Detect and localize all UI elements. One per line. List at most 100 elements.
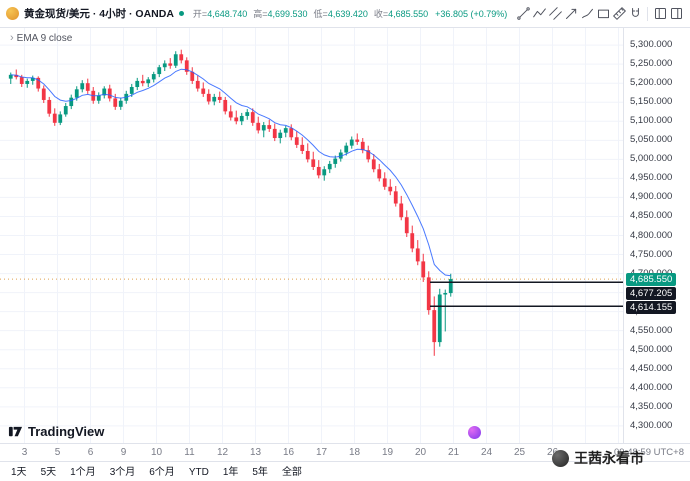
candle-body xyxy=(404,217,409,234)
parallel-channel-icon[interactable] xyxy=(547,5,563,22)
low-label: 低= xyxy=(313,9,328,19)
price-tick-label: 5,250.000 xyxy=(630,58,673,70)
time-tick-label: 3 xyxy=(21,447,28,458)
candle-body xyxy=(355,139,360,142)
time-axis[interactable]: 3 5 6 9 10 11 12 13 16 17 18 19 20 21 24 25 26 09:48:59 … xyxy=(0,443,690,461)
time-tick-label: 17 xyxy=(315,447,328,458)
ruler-icon[interactable] xyxy=(611,5,627,22)
candle-body xyxy=(261,125,266,131)
candle-body xyxy=(30,77,35,81)
candle-body xyxy=(96,95,101,101)
candle-body xyxy=(228,111,233,118)
candle-body xyxy=(338,152,343,159)
last-price-label: 4,685.550 xyxy=(626,272,677,286)
candle-body xyxy=(36,77,41,89)
tradingview-logo[interactable]: TradingView xyxy=(8,424,104,439)
indicator-legend-label[interactable]: EMA 9 close xyxy=(16,32,73,44)
candle-body xyxy=(289,128,294,138)
clock-time[interactable]: 09:48:59 xyxy=(614,447,651,458)
range-button-全部[interactable]: 全部 xyxy=(275,462,309,480)
candle-body xyxy=(294,137,299,145)
event-marker-icon[interactable] xyxy=(468,426,481,439)
candle-body xyxy=(267,125,272,129)
candle-body xyxy=(344,145,349,153)
market-status-icon xyxy=(178,11,184,16)
candle-body xyxy=(168,63,173,66)
range-button-1年[interactable]: 1年 xyxy=(216,462,246,480)
trend-line-icon[interactable] xyxy=(515,5,531,22)
rectangle-icon[interactable] xyxy=(595,5,611,22)
candle-body xyxy=(135,80,140,88)
price-tick-label: 5,300.000 xyxy=(630,39,673,51)
range-button-1个月[interactable]: 1个月 xyxy=(63,462,103,480)
candle-body xyxy=(107,88,112,99)
price-axis[interactable]: 5,300.000 5,250.000 5,200.000 5,150.000 5,10… xyxy=(623,28,690,443)
candle-body xyxy=(19,77,24,84)
candle-body xyxy=(437,294,442,343)
candle-body xyxy=(206,93,211,102)
tradingview-mark-icon xyxy=(8,426,23,437)
range-button-3个月[interactable]: 3个月 xyxy=(103,462,143,480)
range-button-6个月[interactable]: 6个月 xyxy=(142,462,182,480)
candle-body xyxy=(74,89,79,98)
candle-body xyxy=(245,112,250,116)
symbol-title[interactable]: 黄金现货/美元 · 4小时 · OANDA xyxy=(24,8,174,20)
candle-body xyxy=(239,115,244,122)
price-tick-label: 4,450.000 xyxy=(630,362,673,374)
time-tick-label: 19 xyxy=(381,447,394,458)
timezone-label[interactable]: UTC+8 xyxy=(653,447,684,458)
arrow-marker-icon[interactable] xyxy=(563,5,579,22)
zigzag-icon[interactable] xyxy=(531,5,547,22)
range-button-5天[interactable]: 5天 xyxy=(34,462,64,480)
candle-body xyxy=(102,88,107,96)
open-label: 开= xyxy=(192,9,208,19)
candle-body xyxy=(377,169,382,179)
candle-body xyxy=(52,113,57,123)
candlestick-chart[interactable] xyxy=(0,28,623,443)
candle-body xyxy=(415,248,420,262)
candle-body xyxy=(113,98,118,107)
bottom-toolbar: 1天 5天 1个月 3个月 6个月 YTD 1年 5年 全部 xyxy=(0,461,690,481)
range-button-5年[interactable]: 5年 xyxy=(245,462,275,480)
price-tick-label: 5,050.000 xyxy=(630,134,673,146)
high-value: 4,699.530 xyxy=(267,9,308,19)
time-tick-label: 6 xyxy=(87,447,94,458)
candle-body xyxy=(305,150,310,160)
watermark-logo-icon xyxy=(552,449,569,467)
range-button-1天[interactable]: 1天 xyxy=(4,462,34,480)
time-tick-label: 26 xyxy=(546,447,559,458)
time-tick-label: 21 xyxy=(447,447,460,458)
ohlc-readout: 开=4,648.740 高=4,699.530 低=4,639.420 收=4,… xyxy=(193,7,428,20)
range-buttons: 1天 5天 1个月 3个月 6个月 YTD 1年 5年 全部 xyxy=(4,462,309,481)
price-tick-label: 4,750.000 xyxy=(630,248,673,260)
price-tick-label: 4,900.000 xyxy=(630,191,673,203)
price-tick-label: 4,500.000 xyxy=(630,343,673,355)
candle-body xyxy=(140,80,145,84)
panel-collapse-icon[interactable] xyxy=(668,5,684,22)
time-tick-label: 25 xyxy=(513,447,526,458)
ema-line[interactable] xyxy=(10,68,451,277)
indicator-legend[interactable]: › EMA 9 close xyxy=(10,32,72,44)
object-tree-icon[interactable] xyxy=(652,5,668,22)
price-tick-label: 5,150.000 xyxy=(630,96,673,108)
brush-icon[interactable] xyxy=(579,5,595,22)
candle-body xyxy=(234,117,239,122)
magnet-icon[interactable] xyxy=(627,5,643,22)
clock[interactable]: 09:48:59 UTC+8 xyxy=(614,447,684,458)
candle-body xyxy=(223,99,228,112)
chart-plot-area[interactable]: › EMA 9 close TradingView xyxy=(0,28,623,443)
candle-body xyxy=(388,186,393,192)
candle-body xyxy=(278,132,283,139)
range-button-YTD[interactable]: YTD xyxy=(182,464,216,481)
tradingview-logo-text: TradingView xyxy=(28,424,105,439)
candle-body xyxy=(146,79,151,84)
time-tick-label: 24 xyxy=(480,447,493,458)
chevron-right-icon[interactable]: › xyxy=(10,32,14,44)
time-tick-label: 5 xyxy=(54,447,61,458)
low-value: 4,639.420 xyxy=(327,9,368,19)
candle-body xyxy=(173,54,178,66)
time-tick-label: 16 xyxy=(282,447,295,458)
price-tick-label: 4,950.000 xyxy=(630,172,673,184)
candle-body xyxy=(327,163,332,170)
time-tick-label: 11 xyxy=(184,447,195,458)
